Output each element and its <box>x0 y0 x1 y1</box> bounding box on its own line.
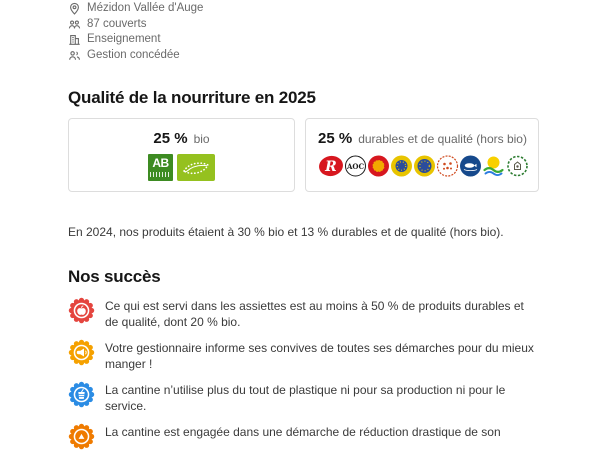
durable-percent-label: durables et de qualité (hors bio) <box>358 132 527 146</box>
commerce-equitable-logo <box>507 155 528 177</box>
success-item-durable-products: Ce qui est servi dans les assiettes est … <box>68 297 540 330</box>
bio-logos: AB <box>148 153 215 181</box>
aop-logo <box>368 155 389 177</box>
svg-text:R: R <box>324 159 337 175</box>
meta-sector-label: Enseignement <box>87 33 161 45</box>
fermier-logo <box>436 155 459 177</box>
svg-text:AOC: AOC <box>346 162 365 171</box>
meta-location-label: Mézidon Vallée d'Auge <box>87 2 204 14</box>
success-text: Votre gestionnaire informe ses convives … <box>105 341 534 371</box>
bio-percent-label: bio <box>193 131 210 146</box>
two-people-icon <box>69 50 80 60</box>
meta-management-label: Gestion concédée <box>87 48 180 61</box>
rup-logo <box>483 156 504 176</box>
meta-covers-label: 87 couverts <box>87 17 147 30</box>
location-pin-icon <box>70 3 79 16</box>
success-text: La cantine est engagée dans une démarche… <box>105 425 501 439</box>
success-item-waste-reduction: La cantine est engagée dans une démarche… <box>68 423 540 450</box>
people-group-icon <box>68 20 81 29</box>
label-rouge-logo: R <box>319 155 343 177</box>
award-apple-badge-icon <box>68 297 95 324</box>
success-item-no-plastic: La cantine n’utilise plus du tout de pla… <box>68 381 540 414</box>
award-no-plastic-cup-badge-icon <box>68 381 95 408</box>
meta-item-management: Gestion concédée <box>68 48 540 64</box>
stg-logo <box>414 155 435 177</box>
success-list: Ce qui est servi dans les assiettes est … <box>68 297 540 450</box>
quality-label-logos: R AOC <box>318 153 528 179</box>
ab-logo-text: AB <box>152 156 169 170</box>
success-item-information: Votre gestionnaire informe ses convives … <box>68 339 540 372</box>
award-waste-reduction-badge-icon <box>68 423 95 450</box>
peche-durable-logo <box>460 155 481 177</box>
building-icon <box>69 35 80 46</box>
igp-logo <box>391 155 412 177</box>
canteen-meta-list: Mézidon Vallée d'Auge 87 couverts Enseig… <box>68 1 540 63</box>
quality-cards: 25 % bio AB 25 % durables et de qualité … <box>68 118 540 192</box>
bio-percent-line: 25 % bio <box>153 130 209 147</box>
quality-section-title: Qualité de la nourriture en 2025 <box>68 88 316 107</box>
durable-percent-line: 25 % durables et de qualité (hors bio) <box>318 130 527 147</box>
eu-organic-leaf-logo <box>177 153 215 181</box>
previous-year-note: En 2024, nos produits étaient à 30 % bio… <box>68 225 504 239</box>
meta-item-location: Mézidon Vallée d'Auge <box>68 1 540 17</box>
award-megaphone-badge-icon <box>68 339 95 366</box>
meta-item-sector: Enseignement <box>68 32 540 48</box>
aoc-logo: AOC <box>345 155 366 177</box>
durable-stat-card: 25 % durables et de qualité (hors bio) R… <box>305 118 539 192</box>
bio-stat-card: 25 % bio AB <box>68 118 295 192</box>
success-section-title: Nos succès <box>68 267 161 286</box>
meta-item-covers: 87 couverts <box>68 17 540 33</box>
durable-percent-value: 25 % <box>318 130 353 147</box>
success-text: La cantine n’utilise plus du tout de pla… <box>105 383 506 413</box>
bio-percent-value: 25 % <box>153 129 188 147</box>
ab-agriculture-biologique-logo: AB <box>148 153 173 181</box>
success-text: Ce qui est servi dans les assiettes est … <box>105 299 524 329</box>
ab-logo-strip <box>150 172 171 177</box>
